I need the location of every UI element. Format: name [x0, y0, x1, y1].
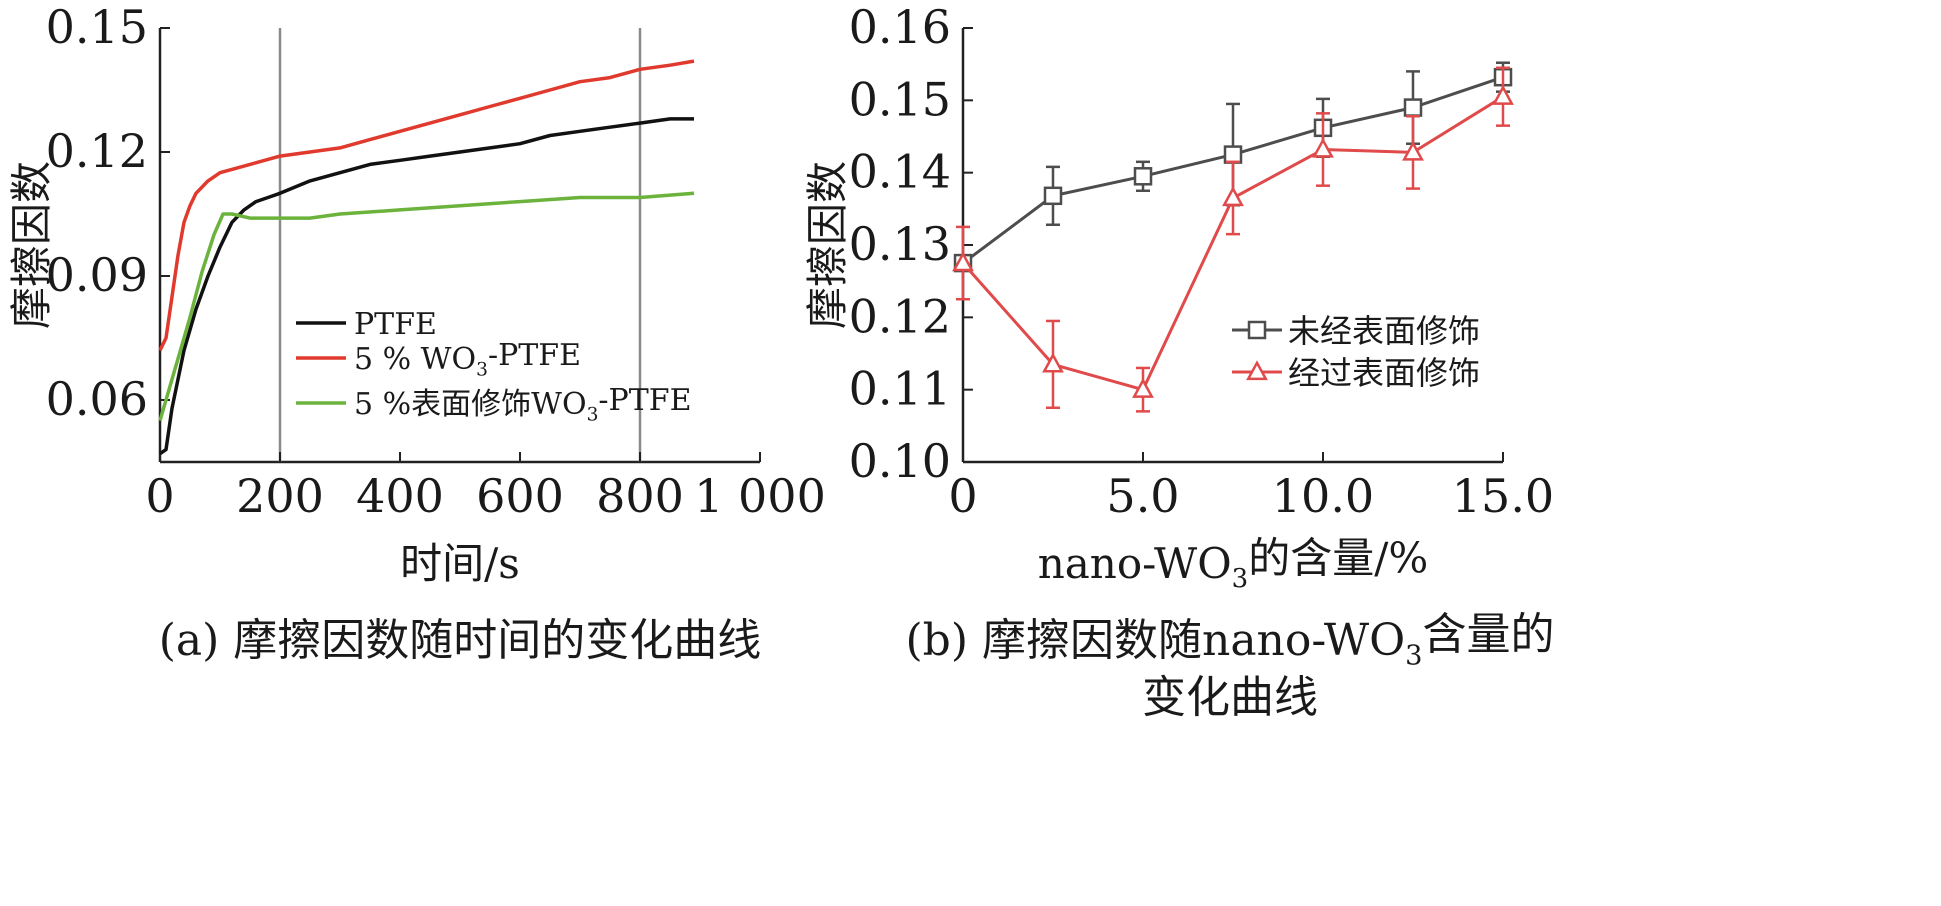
triangle-marker: [1222, 186, 1244, 207]
x-tick-label: 200: [236, 469, 324, 523]
y-tick-label: 0.13: [849, 217, 951, 271]
legend-label: 5 % WO3​-PTFE: [354, 338, 581, 381]
caption-b-line1: (b) 摩擦因数随nano-WO3​含量的: [906, 609, 1555, 671]
x-tick-label: 10.0: [1272, 469, 1374, 523]
square-marker: [1403, 98, 1423, 117]
triangle-marker: [952, 251, 974, 272]
square-marker: [1247, 320, 1267, 340]
series-line: [159, 117, 694, 456]
x-axis-label: nano-WO3​的含量/%: [1038, 533, 1429, 594]
caption-b-line2: 变化曲线: [1142, 672, 1318, 723]
legend-label: 经过表面修饰: [1288, 354, 1480, 392]
x-axis-label: 时间/s: [400, 539, 520, 588]
y-tick-label: 0.15: [849, 72, 951, 126]
y-tick-label: 0.06: [46, 372, 148, 426]
x-tick-label: 0: [145, 469, 174, 523]
y-tick-label: 0.14: [849, 145, 951, 199]
x-tick-label: 5.0: [1106, 469, 1179, 523]
y-axis-label: 摩擦因数: [803, 161, 852, 329]
chart-b: 0.10 0.11 0.12 0.13 0.14 0.15 0.16 0 5.0 10.0 15.0…: [803, 0, 1555, 723]
square-marker: [1043, 186, 1063, 206]
caption-a: (a) 摩擦因数随时间的变化曲线: [159, 615, 762, 666]
square-marker: [1223, 145, 1243, 164]
figure: 0.060.090.120.150 200 400 600 800 1 000PTFE5 …: [7, 0, 1555, 723]
x-tick-label: 15.0: [1452, 469, 1554, 523]
x-tick-label: 0: [948, 469, 977, 523]
y-tick-label: 0.10: [849, 434, 951, 488]
series-line: [158, 59, 695, 352]
square-marker: [1133, 167, 1153, 186]
legend-label: 5 %表面修饰WO3​-PTFE: [354, 383, 691, 426]
x-tick-label: 600: [476, 469, 564, 523]
triangle-marker: [1312, 137, 1334, 158]
x-tick-label: 400: [356, 469, 444, 523]
series-line: [158, 191, 695, 422]
y-tick-label: 0.12: [849, 289, 951, 343]
y-tick-label: 0.15: [46, 0, 148, 54]
triangle-marker: [1246, 360, 1268, 381]
chart-a: 0.060.090.120.150 200 400 600 800 1 000PTFE5 …: [7, 0, 826, 666]
legend-label: 未经表面修饰: [1288, 312, 1480, 350]
triangle-marker: [1042, 352, 1064, 373]
x-tick-label: 1 000: [694, 469, 826, 523]
y-tick-label: 0.09: [46, 248, 148, 302]
triangle-marker: [1492, 84, 1514, 105]
triangle-marker: [1402, 140, 1424, 161]
y-axis-label: 摩擦因数: [7, 161, 56, 329]
y-tick-label: 0.11: [849, 362, 951, 416]
y-tick-label: 0.16: [849, 0, 951, 54]
x-tick-label: 800: [596, 469, 684, 523]
legend-label: PTFE: [354, 307, 437, 342]
y-tick-label: 0.12: [46, 124, 148, 178]
triangle-marker: [1132, 377, 1154, 398]
